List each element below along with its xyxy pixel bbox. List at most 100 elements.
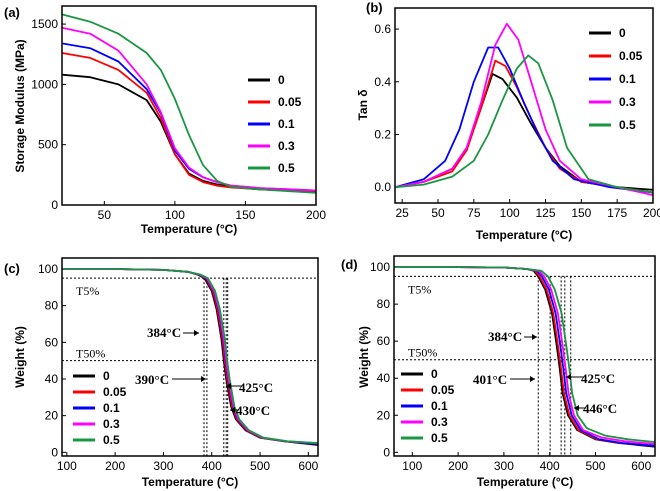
panel-c-xlabel: Temperature (°C)	[142, 475, 239, 489]
panel-a-xlabel: Temperature (°C)	[141, 222, 238, 236]
panel-b-plot: 25 50 75 100 125 150 175 200 0.0 0.2 0.4 0.6 0 0.05 0.…	[374, 22, 660, 220]
panel-c-frame	[61, 257, 319, 457]
panel-b-xtick-label: 150	[571, 206, 591, 220]
panel-d-xtick-label: 300	[494, 459, 514, 473]
panel-c-series-0.5	[62, 268, 319, 445]
panel-a-series-0.5	[61, 13, 317, 194]
panel-c-temp-annotation: 425°C	[239, 380, 273, 395]
panel-c-ytick-label: 40	[45, 372, 59, 386]
panel-b-legend-label: 0.05	[619, 49, 643, 63]
panel-d-arrowhead	[574, 405, 579, 411]
panel-c-ytick-label: 20	[45, 409, 59, 423]
panel-c-xtick-label: 100	[57, 459, 77, 473]
panel-b-xlabel: Temperature (°C)	[476, 228, 573, 242]
panel-c-legend-label: 0	[103, 369, 110, 383]
panel-c-ref-label: T50%	[76, 347, 105, 361]
panel-a-xtick-label: 200	[306, 208, 326, 222]
panel-d-xtick-label: 600	[631, 459, 651, 473]
panel-b-frame	[394, 7, 654, 204]
panel-d-ytick-label: 60	[377, 334, 391, 348]
panel-c-ytick-label: 80	[45, 299, 59, 313]
panel-b-series-0.1	[394, 46, 654, 194]
panel-b-ytick-label: 0.0	[374, 180, 391, 194]
panel-d-tag: (d)	[341, 257, 358, 272]
panel-a: (a) 50 100 150 200 0 500 1000 1500 0 0.05 0.1 0.3 0.…	[4, 5, 326, 236]
panel-c-plot: 100 200 300 400 500 600 0 20 40 60 80 100 T5% T50% 0 0.…	[38, 262, 319, 473]
panel-c-xtick-label: 300	[153, 459, 173, 473]
panel-d-ref-label: T5%	[408, 282, 431, 296]
panel-a-xtick-label: 100	[165, 208, 185, 222]
panel-d-xtick-label: 500	[585, 459, 605, 473]
panel-b-legend-label: 0	[619, 26, 626, 40]
panel-d-ylabel: Weight (%)	[357, 326, 371, 388]
panel-a-ytick-label: 0	[51, 198, 58, 212]
panel-c-xtick-label: 500	[250, 459, 270, 473]
panel-a-ylabel: Storage Modulus (MPa)	[13, 39, 27, 172]
panel-c-ytick-label: 0	[51, 445, 58, 459]
panel-c-xtick-label: 400	[202, 459, 222, 473]
panel-a-xtick-label: 50	[98, 208, 112, 222]
panel-a-legend-label: 0.3	[278, 139, 295, 153]
panel-c-legend-label: 0.05	[103, 385, 127, 399]
panel-a-frame	[61, 5, 317, 206]
panel-d-legend-label: 0.1	[431, 399, 448, 413]
panel-d-arrowhead	[532, 334, 537, 340]
panel-c-arrowhead	[230, 407, 235, 413]
panel-d-arrowhead	[530, 376, 535, 382]
panel-d-legend-label: 0.3	[431, 415, 448, 429]
panel-b-xtick-label: 25	[395, 206, 409, 220]
panel-d: (d) 100 200 300 400 500 600 0 20 40 60 80 100 T5% T50…	[341, 255, 656, 489]
panel-d-ytick-label: 20	[377, 408, 391, 422]
panel-d-ytick-label: 40	[377, 371, 391, 385]
panel-c-ytick-label: 60	[45, 335, 59, 349]
panel-b-series-0	[394, 73, 654, 191]
panel-c-ylabel: Weight (%)	[13, 326, 27, 388]
panel-d-xlabel: Temperature (°C)	[477, 475, 574, 489]
panel-c-xtick-label: 200	[105, 459, 125, 473]
panel-a-tag: (a)	[4, 5, 20, 20]
panel-d-ytick-label: 80	[377, 297, 391, 311]
panel-d-temp-annotation: 446°C	[583, 401, 617, 416]
panel-a-series-0.3	[61, 26, 317, 192]
panel-b-ytick-label: 0.2	[374, 127, 391, 141]
panel-b-xtick-label: 125	[535, 206, 555, 220]
panel-b-xtick-label: 100	[500, 206, 520, 220]
panel-a-xtick-label: 150	[235, 208, 255, 222]
panel-d-temp-annotation: 384°C	[488, 329, 522, 344]
panel-b-xtick-label: 50	[431, 206, 445, 220]
panel-d-xtick-label: 400	[540, 459, 560, 473]
panel-d-legend-label: 0.05	[431, 383, 455, 397]
panel-b-legend-label: 0.5	[619, 118, 636, 132]
panel-c-legend-label: 0.3	[103, 417, 120, 431]
panel-c-tag: (c)	[4, 261, 20, 276]
panel-b-xtick-label: 200	[643, 206, 660, 220]
panel-a-plot: 50 100 150 200 0 500 1000 1500 0 0.05 0.1 0.3 0.5	[31, 13, 326, 222]
panel-c: (c) 100 200 300 400 500 600 0 20 40 60 80 100 T5% T50…	[4, 257, 319, 489]
panel-a-ytick-label: 500	[38, 138, 58, 152]
panel-c-temp-annotation: 430°C	[236, 403, 270, 418]
panel-b: (b) 25 50 75 100 125 150 175 200 0.0 0.2 0.4 0.6 0 0.…	[356, 0, 660, 242]
panel-d-xtick-label: 100	[402, 459, 422, 473]
panel-c-ref-label: T5%	[76, 284, 99, 298]
panel-a-ytick-label: 1500	[31, 17, 58, 31]
panel-c-legend-label: 0.5	[103, 433, 120, 447]
panel-d-ytick-label: 100	[370, 260, 390, 274]
panel-a-legend-label: 0.1	[278, 117, 295, 131]
panel-d-ytick-label: 0	[383, 445, 390, 459]
panel-a-legend-label: 0.05	[278, 95, 302, 109]
panel-c-legend-label: 0.1	[103, 401, 120, 415]
panel-d-frame	[393, 255, 656, 457]
panel-b-xtick-label: 75	[467, 206, 481, 220]
panel-d-arrowhead	[566, 374, 571, 380]
panel-b-ytick-label: 0.4	[374, 75, 391, 89]
panel-c-arrowhead	[201, 376, 206, 382]
panel-b-xtick-label: 175	[607, 206, 627, 220]
panel-b-series-0.05	[394, 59, 654, 194]
panel-c-arrowhead	[194, 330, 199, 336]
panel-a-legend-label: 0	[278, 73, 285, 87]
panel-c-arrowhead	[226, 383, 231, 389]
panel-d-series-0.5	[394, 266, 656, 443]
panel-d-plot: 100 200 300 400 500 600 0 20 40 60 80 100 T5% T50% 0 0.…	[370, 260, 656, 473]
panel-b-series-0.5	[394, 54, 654, 194]
